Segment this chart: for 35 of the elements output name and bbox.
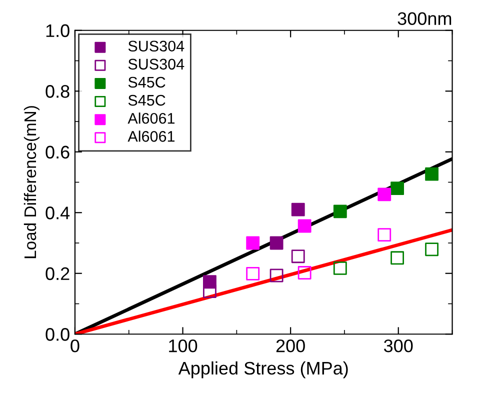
point <box>270 268 284 282</box>
chart-title: 300nm <box>398 12 452 25</box>
y-tick-label: 0.0 <box>46 328 70 341</box>
y-tick-label: 0.8 <box>46 85 70 98</box>
point <box>298 219 312 233</box>
legend-label: S45C <box>128 94 166 106</box>
point <box>246 236 260 250</box>
point <box>333 204 347 218</box>
y-tick-label: 0.4 <box>46 206 70 220</box>
point <box>378 228 392 242</box>
legend-label: SUS304 <box>128 58 184 70</box>
point <box>378 188 392 202</box>
point <box>333 262 347 275</box>
point <box>425 167 438 181</box>
legend-label: S45C <box>128 76 166 88</box>
x-tick-label: 200 <box>276 339 305 352</box>
point <box>298 266 312 280</box>
y-tick-label: 0.6 <box>46 146 70 159</box>
x-tick-label: 100 <box>169 339 198 352</box>
y-tick-label: 0.2 <box>46 267 70 280</box>
x-tick-label: 0 <box>70 339 80 352</box>
point <box>390 251 404 265</box>
x-axis-title: Applied Stress (MPa) <box>178 361 348 378</box>
legend-label: Al6061 <box>128 112 175 124</box>
y-tick-label: 1.0 <box>46 24 70 38</box>
point <box>390 182 404 196</box>
point <box>246 266 260 280</box>
point <box>270 236 284 250</box>
legend-label: SUS304 <box>128 40 184 52</box>
point <box>291 202 305 216</box>
x-tick-label: 300 <box>384 339 413 352</box>
legend-label: Al6061 <box>128 130 175 142</box>
y-axis-title: Load Difference(mN) <box>24 106 40 258</box>
point <box>291 250 305 264</box>
point <box>425 242 438 256</box>
